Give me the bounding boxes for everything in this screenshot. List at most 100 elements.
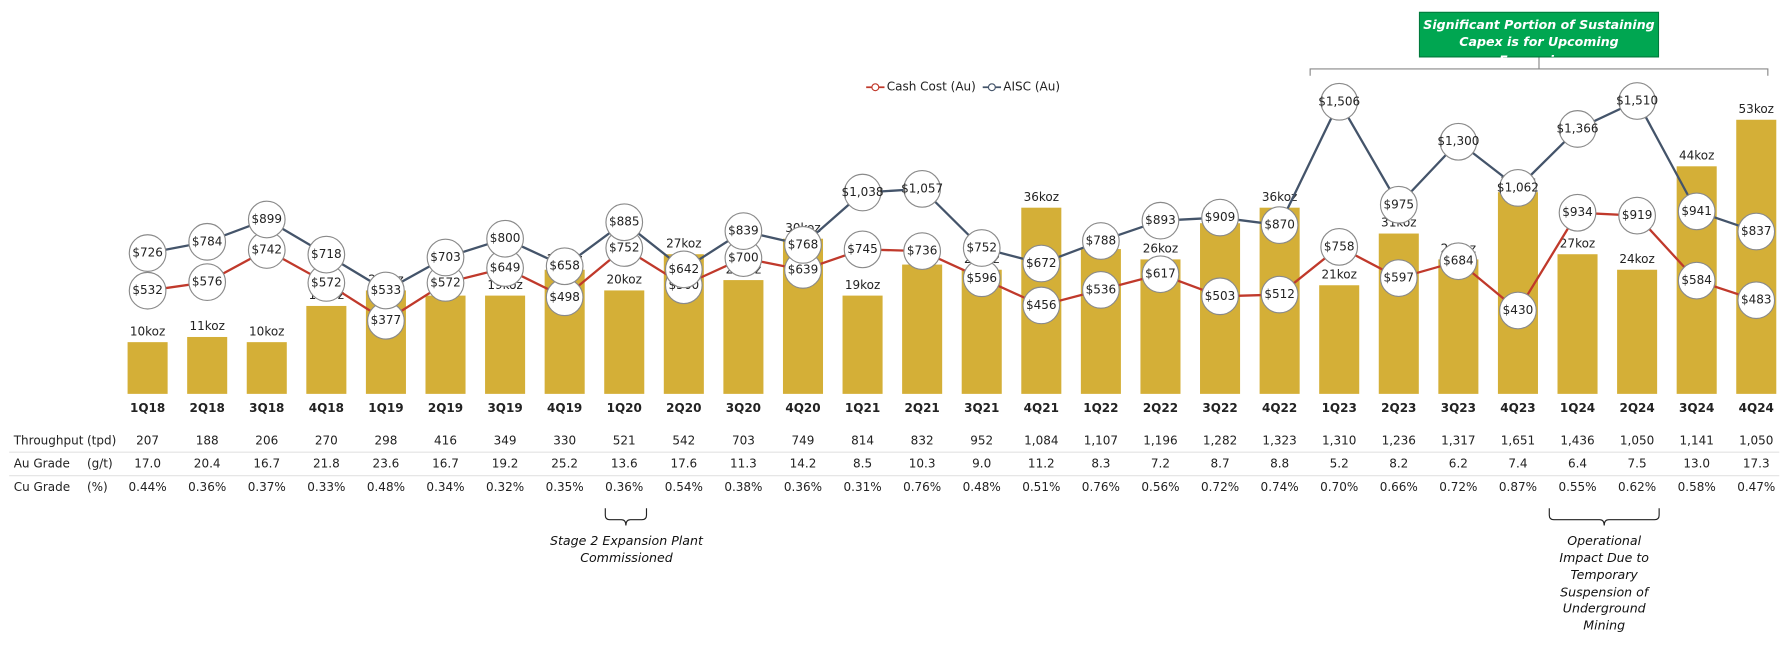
table-cell: 952	[970, 433, 993, 447]
bar-label: 27koz	[666, 236, 701, 250]
marker-label: $1,506	[1318, 94, 1360, 108]
marker-label: $639	[788, 262, 819, 276]
marker-label: $503	[1205, 289, 1236, 303]
table-cell: 1,196	[1143, 433, 1177, 447]
marker	[545, 247, 584, 286]
bar	[604, 290, 645, 394]
marker	[1618, 82, 1656, 120]
marker	[128, 234, 167, 272]
marker-label: $642	[669, 262, 700, 276]
legend-marker	[871, 83, 880, 92]
x-tick-label: 1Q23	[1322, 401, 1357, 415]
series-line	[147, 211, 1757, 323]
x-tick-label: 2Q20	[666, 401, 701, 415]
marker	[843, 173, 882, 212]
capex-box: Significant Portion of Sustaining Capex …	[1418, 11, 1660, 58]
marker	[188, 263, 227, 302]
marker-label: $1,510	[1616, 94, 1658, 108]
table-cell: 270	[315, 433, 338, 447]
x-tick-label: 1Q20	[607, 401, 642, 415]
table-cell: 0.70%	[1320, 480, 1358, 494]
marker-label: $572	[430, 275, 461, 289]
bar-label: 36koz	[1024, 190, 1059, 204]
marker	[1737, 281, 1776, 320]
x-tick-label: 4Q20	[785, 401, 820, 415]
table-cell: 0.35%	[546, 480, 584, 494]
stage2-note: Stage 2 Expansion Plant Commissioned	[549, 533, 703, 566]
x-tick-label: 4Q24	[1739, 401, 1774, 415]
marker	[1439, 122, 1478, 161]
table-cell: 0.32%	[486, 480, 524, 494]
marker	[903, 169, 942, 208]
marker	[426, 238, 465, 277]
marker-label: $752	[609, 241, 640, 255]
table-cell: 0.33%	[307, 480, 345, 494]
bar-label: 53koz	[1739, 102, 1774, 116]
table-cell: 0.58%	[1678, 480, 1716, 494]
table-cell: 0.31%	[844, 480, 882, 494]
table-cell: 20.4	[194, 457, 221, 471]
marker-label: $672	[1026, 256, 1057, 270]
lines	[147, 99, 1757, 323]
bar-label: 27koz	[1560, 236, 1595, 250]
table-cell: 1,651	[1501, 433, 1535, 447]
marker	[1201, 277, 1239, 316]
table-cell: 0.34%	[426, 480, 464, 494]
marker	[1141, 255, 1180, 294]
marker-label: $975	[1384, 197, 1415, 211]
marker-label: $758	[1324, 239, 1355, 253]
marker-label: $649	[490, 260, 521, 274]
marker	[1379, 259, 1418, 297]
table-cell: 1,084	[1024, 433, 1058, 447]
marker-label: $885	[609, 215, 640, 229]
table-cell: 19.2	[492, 457, 519, 471]
table-cell: 1,050	[1739, 433, 1773, 447]
marker	[307, 235, 346, 274]
marker	[188, 222, 227, 261]
stage2-area: Stage 2 Expansion Plant Commissioned	[549, 533, 703, 566]
marker-label: $870	[1264, 218, 1295, 232]
marker	[1558, 110, 1597, 148]
marker	[1141, 201, 1180, 240]
table-cell: 8.7	[1211, 457, 1230, 471]
bar	[425, 295, 466, 394]
table-cell: 1,282	[1203, 433, 1237, 447]
table-cell: 206	[255, 433, 278, 447]
marker	[1677, 261, 1716, 300]
x-tick-label: 3Q19	[487, 401, 522, 415]
table-cell: 17.0	[134, 457, 161, 471]
x-tick-label: 1Q24	[1560, 401, 1595, 415]
marker-label: $584	[1681, 273, 1712, 287]
marker-label: $1,300	[1437, 134, 1479, 148]
marker-label: $498	[549, 290, 580, 304]
table-cell: 749	[792, 433, 815, 447]
marker-label: $532	[132, 283, 163, 297]
table-cell: 0.36%	[605, 480, 643, 494]
marker	[605, 203, 644, 242]
table-cell: 8.5	[853, 457, 872, 471]
table-cell: 1,436	[1560, 433, 1594, 447]
x-tick-label: 4Q22	[1262, 401, 1297, 415]
x-tick-label: 2Q22	[1143, 401, 1178, 415]
marker	[903, 232, 942, 271]
table-cell: 1,107	[1084, 433, 1118, 447]
table-cell: 25.2	[551, 457, 578, 471]
marker-label: $684	[1443, 254, 1474, 268]
marker	[1201, 198, 1239, 237]
x-tick-label: 3Q22	[1202, 401, 1237, 415]
bar-label: 20koz	[607, 273, 642, 287]
marker-label: $1,057	[901, 181, 943, 195]
marker-label: $934	[1562, 205, 1593, 219]
marker	[1260, 206, 1299, 245]
table-cell: 832	[911, 433, 934, 447]
marker-label: $597	[1384, 271, 1415, 285]
table-cell: 11.3	[730, 457, 757, 471]
marker	[784, 226, 822, 264]
marker	[1320, 227, 1359, 266]
bar	[1378, 233, 1419, 394]
marker	[1499, 169, 1537, 207]
bar	[485, 295, 526, 394]
table-cell: 6.2	[1449, 457, 1468, 471]
table-cell: 0.48%	[963, 480, 1001, 494]
bar-label: 10koz	[249, 324, 284, 338]
